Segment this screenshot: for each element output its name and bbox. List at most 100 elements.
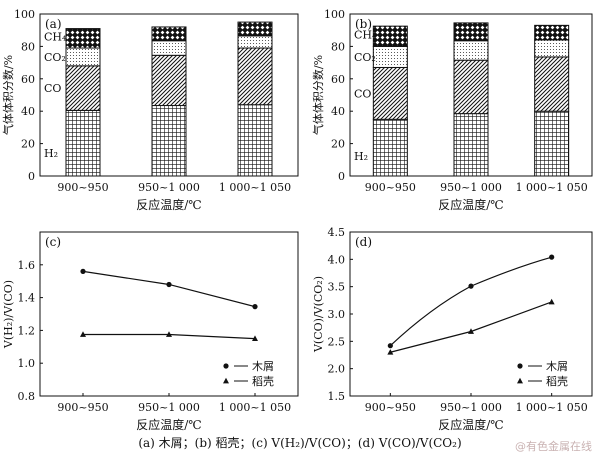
y-axis-label: V(H₂)/V(CO) bbox=[2, 280, 15, 349]
y-tick-label: 1.5 bbox=[328, 390, 346, 403]
bar-segment-co2 bbox=[151, 40, 187, 56]
bar-segment-co bbox=[372, 66, 408, 120]
bar-segment-h2 bbox=[534, 110, 570, 177]
y-tick-label: 20 bbox=[21, 138, 35, 151]
bar-segment-ch4 bbox=[372, 25, 408, 47]
data-point bbox=[166, 281, 172, 288]
series-label: CO₂ bbox=[44, 51, 66, 64]
bar-segment-h2 bbox=[372, 118, 408, 177]
chart-panel-c: 0.8 1.0 1.2 1.4 1.6 900~950 950~1 000 1 000~1 0… bbox=[2, 231, 299, 432]
x-axis-label: 反应温度/℃ bbox=[438, 417, 503, 432]
y-tick-label: 0 bbox=[28, 170, 35, 183]
legend-marker bbox=[223, 377, 229, 384]
bar-segment-ch4 bbox=[534, 24, 570, 41]
y-tick-label: 0.8 bbox=[18, 390, 36, 403]
data-point bbox=[468, 328, 474, 334]
y-tick-label: 80 bbox=[331, 40, 345, 53]
y-tick-label: 4.5 bbox=[328, 226, 346, 239]
bar-segment-co2 bbox=[65, 47, 101, 67]
panel-label: (a) bbox=[45, 17, 62, 31]
legend-label: 木屑 bbox=[252, 360, 274, 373]
x-tick-label: 900~950 bbox=[57, 181, 108, 194]
chart-panel-d: 1.5 2.0 2.5 3.0 3.5 4.0 4.5 900~950 950~1 000 1 0… bbox=[312, 226, 593, 432]
series-label: CH₄ bbox=[354, 28, 377, 41]
bar-marks: H₂ CO CO₂ CH₄ bbox=[44, 21, 273, 177]
x-tick-label: 1 000~1 050 bbox=[516, 181, 588, 194]
data-point bbox=[166, 331, 172, 337]
x-tick-label: 900~950 bbox=[57, 401, 108, 414]
y-tick-label: 80 bbox=[21, 40, 35, 53]
bar-segment-ch4 bbox=[237, 21, 273, 37]
series-label: CO₂ bbox=[354, 51, 376, 64]
data-point bbox=[387, 349, 394, 355]
bar-segment-ch4 bbox=[151, 26, 187, 42]
y-tick-label: 1.0 bbox=[18, 357, 36, 370]
chart-axes: 1.5 2.0 2.5 3.0 3.5 4.0 4.5 900~950 950~1 000 1 0… bbox=[328, 226, 593, 414]
y-tick-label: 40 bbox=[331, 105, 345, 118]
bar-marks: H₂ CO CO₂ CH₄ bbox=[354, 22, 570, 177]
series-label: CH₄ bbox=[44, 30, 67, 43]
y-tick-label: 60 bbox=[331, 73, 345, 86]
bar-segment-h2 bbox=[151, 105, 187, 177]
y-tick-label: 0 bbox=[338, 170, 345, 183]
bar-segment-co bbox=[534, 56, 570, 112]
x-tick-label: 1 000~1 050 bbox=[516, 401, 588, 414]
y-tick-label: 100 bbox=[14, 8, 35, 21]
data-point bbox=[252, 335, 258, 341]
bar-segment-co bbox=[237, 47, 273, 106]
chart-axes: 0 20 40 60 80 100 900~950 950~1 000 1 000~1 050 bbox=[324, 8, 593, 194]
bar-segment-co2 bbox=[453, 40, 489, 61]
bar-segment-co bbox=[151, 54, 187, 107]
x-axis-label: 反应温度/℃ bbox=[438, 197, 503, 212]
x-tick-label: 900~950 bbox=[365, 401, 416, 414]
legend-marker bbox=[517, 377, 523, 384]
legend-marker bbox=[517, 363, 523, 369]
series-label: H₂ bbox=[354, 150, 368, 163]
bar-segment-co2 bbox=[372, 45, 408, 68]
y-tick-label: 3.5 bbox=[328, 281, 346, 294]
legend-label: 稻壳 bbox=[252, 374, 274, 388]
y-tick-label: 1.2 bbox=[18, 324, 36, 337]
data-point bbox=[80, 268, 86, 274]
y-tick-label: 3.0 bbox=[328, 308, 346, 321]
series-label: CO bbox=[354, 87, 371, 100]
x-tick-label: 1 000~1 050 bbox=[219, 181, 291, 194]
y-tick-label: 20 bbox=[331, 138, 345, 151]
series-line bbox=[390, 301, 552, 353]
series-label: H₂ bbox=[44, 147, 58, 160]
chart-axes: 0 20 40 60 80 100 900~950 950~1 000 1 000~1 050 bbox=[14, 8, 299, 194]
data-point bbox=[80, 331, 86, 337]
data-point bbox=[252, 304, 258, 310]
data-point bbox=[549, 254, 555, 260]
y-tick-label: 1.4 bbox=[18, 292, 36, 305]
bar-segment-co bbox=[453, 59, 489, 115]
x-tick-label: 950~1 000 bbox=[440, 181, 502, 194]
watermark: @有色金属在线 bbox=[515, 440, 592, 453]
bar-segment-h2 bbox=[237, 104, 273, 177]
x-axis-label: 反应温度/℃ bbox=[136, 197, 201, 212]
y-axis-label: 气体体积分数/% bbox=[1, 55, 15, 135]
chart-axes: 0.8 1.0 1.2 1.4 1.6 900~950 950~1 000 1 000~1 0… bbox=[18, 231, 299, 414]
figure-caption: (a) 木屑；(b) 稻壳；(c) V(H₂)/V(CO)；(d) V(CO)/… bbox=[138, 436, 462, 450]
x-tick-label: 950~1 000 bbox=[138, 401, 200, 414]
bar-segment-h2 bbox=[65, 109, 101, 177]
y-axis-label: 气体体积分数/% bbox=[311, 55, 325, 135]
legend-label: 木屑 bbox=[546, 360, 568, 373]
y-tick-label: 100 bbox=[324, 8, 345, 21]
y-tick-label: 2.0 bbox=[328, 363, 346, 376]
y-tick-label: 60 bbox=[21, 73, 35, 86]
bar-segment-co bbox=[65, 65, 101, 111]
legend-label: 稻壳 bbox=[546, 374, 568, 388]
y-tick-label: 40 bbox=[21, 105, 35, 118]
bar-segment-co2 bbox=[237, 35, 273, 49]
data-point bbox=[468, 283, 474, 289]
data-point bbox=[387, 343, 393, 349]
panel-label: (b) bbox=[355, 17, 372, 31]
series-line bbox=[82, 270, 256, 308]
x-tick-label: 1 000~1 050 bbox=[219, 401, 291, 414]
bar-segment-h2 bbox=[453, 113, 489, 177]
